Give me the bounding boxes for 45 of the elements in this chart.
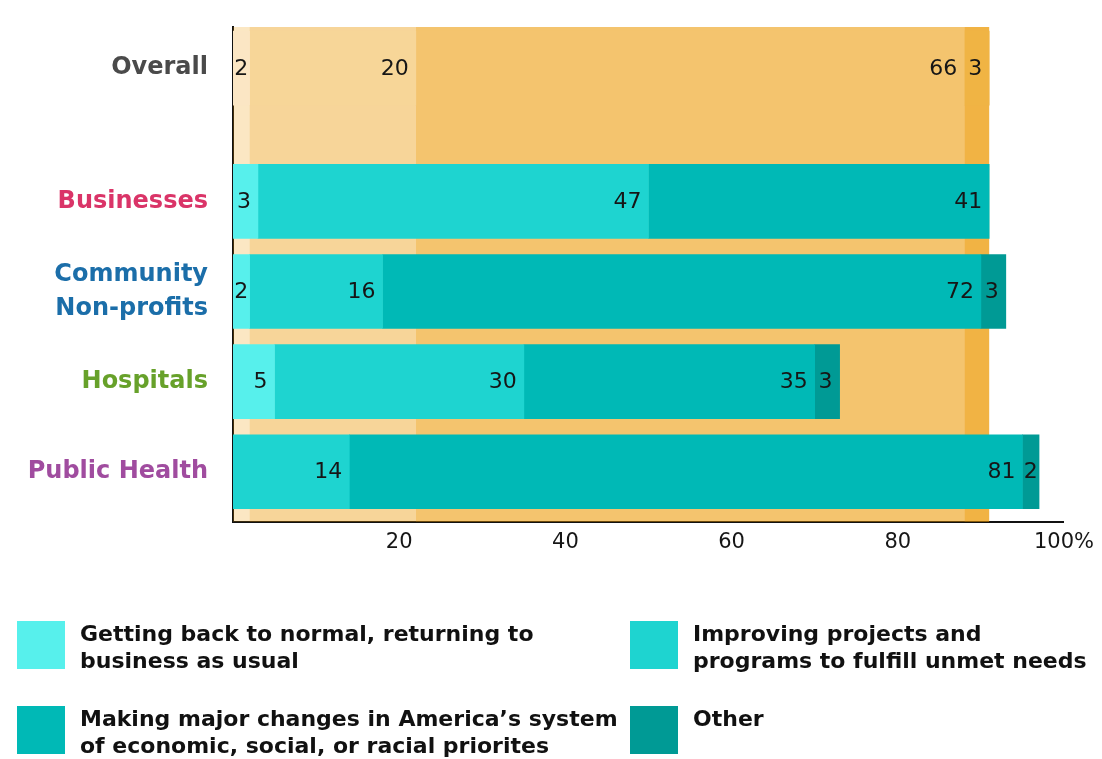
bar xyxy=(382,254,982,329)
bar xyxy=(233,254,250,329)
x-tick-label: 60 xyxy=(718,528,745,553)
legend-label: Getting back to normal, returning to business as usual xyxy=(80,620,535,674)
data-label: 3 xyxy=(236,188,251,214)
bar xyxy=(257,164,649,239)
bar xyxy=(249,254,383,329)
bar xyxy=(814,344,840,419)
data-label: 30 xyxy=(488,368,517,394)
bar xyxy=(233,434,350,510)
bar xyxy=(233,164,259,239)
y-tick-label: Community Non-profits xyxy=(54,258,209,321)
data-label: 2 xyxy=(1023,458,1038,484)
data-label: 47 xyxy=(613,188,642,214)
data-label: 3 xyxy=(818,368,833,394)
x-tick-label: 100% xyxy=(1033,528,1095,553)
legend-label: Other xyxy=(693,705,765,732)
y-tick-label: Overall xyxy=(111,52,208,81)
data-label: 41 xyxy=(954,188,983,214)
data-label: 35 xyxy=(779,368,808,394)
data-label: 3 xyxy=(968,54,983,80)
bar xyxy=(523,344,816,419)
legend-label: Improving projects and programs to fulfill unmet needs xyxy=(693,620,1088,674)
y-tick-label: Businesses xyxy=(57,185,208,214)
x-tick-label: 80 xyxy=(884,528,912,553)
bar xyxy=(648,164,990,239)
data-label: 66 xyxy=(929,54,958,80)
y-tick-label: Public Health xyxy=(27,455,208,484)
bar xyxy=(349,434,1023,510)
data-label: 72 xyxy=(945,278,974,304)
bar xyxy=(233,344,275,419)
data-label: 3 xyxy=(984,278,999,304)
data-label: 5 xyxy=(253,368,268,394)
bar xyxy=(980,254,1007,329)
x-tick-label: 20 xyxy=(385,528,413,553)
x-tick-label: 40 xyxy=(552,528,579,553)
data-label: 81 xyxy=(987,458,1016,484)
legend-label: Making major changes in America’s system of economic, social, or racial priorites xyxy=(80,705,619,759)
bar xyxy=(274,344,525,419)
data-label: 20 xyxy=(380,54,409,80)
y-tick-label: Hospitals xyxy=(81,365,208,394)
data-label: 2 xyxy=(234,54,249,80)
data-label: 14 xyxy=(314,458,343,484)
data-label: 16 xyxy=(347,278,376,304)
data-label: 2 xyxy=(234,278,249,304)
